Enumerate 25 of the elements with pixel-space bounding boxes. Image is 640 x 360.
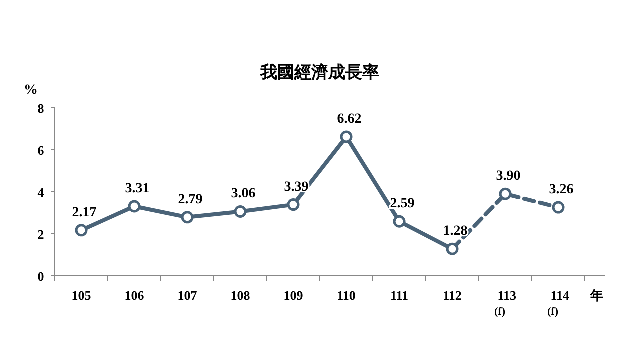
x-tick-label: 111 <box>390 288 409 303</box>
x-tick-label: 108 <box>230 288 251 303</box>
x-tick-label: 105 <box>72 288 92 303</box>
x-tick-label: 109 <box>284 288 304 303</box>
y-axis-title: % <box>24 83 38 98</box>
data-label: 3.31 <box>125 181 150 196</box>
x-axis-title: 年 <box>590 288 604 303</box>
y-tick-label: 4 <box>38 185 45 200</box>
data-label: 2.59 <box>390 196 415 212</box>
y-tick-label: 6 <box>38 143 45 158</box>
data-label: 3.26 <box>549 182 574 198</box>
y-tick-label: 8 <box>38 101 45 116</box>
data-label: 1.28 <box>443 224 468 240</box>
data-label: 2.79 <box>178 192 203 208</box>
x-tick-label: 112 <box>443 288 462 303</box>
data-label: 2.17 <box>72 205 97 220</box>
y-tick-label: 2 <box>38 227 44 242</box>
data-label: 3.90 <box>496 169 521 184</box>
chart-title: 我國經濟成長率 <box>260 63 380 82</box>
data-label: 6.62 <box>337 112 362 127</box>
y-tick-label: 0 <box>38 269 44 284</box>
x-tick-label: 107 <box>178 288 198 303</box>
x-tick-label: 110 <box>337 288 356 303</box>
x-tick-label: 106 <box>124 288 145 303</box>
data-label: 3.06 <box>231 186 256 202</box>
